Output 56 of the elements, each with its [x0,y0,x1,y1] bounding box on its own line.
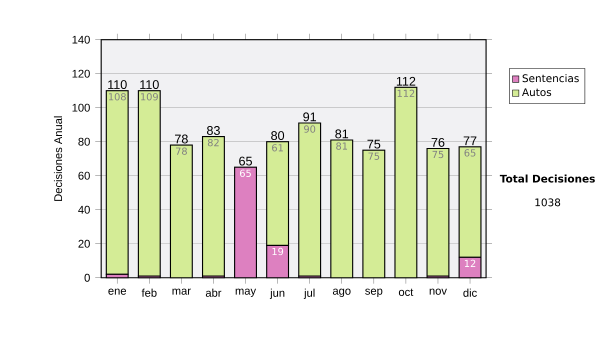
bar [298,122,322,276]
y-tick-label: 100 [72,104,90,112]
data-label: 65 [240,169,251,177]
total-label: 76 [432,138,444,147]
total-label: 91 [303,112,316,122]
y-tick-label: 120 [72,70,90,78]
total-label: 83 [207,126,220,135]
x-tick-label: dic [463,288,477,297]
y-tick-label: 40 [78,206,90,214]
data-label: 90 [304,125,316,133]
y-axis-title: Decisiones Anual [54,116,62,201]
legend-label: Sentencias [522,74,579,82]
x-tick-label: oct [398,288,414,296]
data-label: 61 [272,144,283,152]
total-label: 112 [396,76,416,86]
total-label: 110 [108,80,127,89]
bar [106,90,129,275]
text: Total Decisiones [500,174,595,182]
x-tick-label: may [236,288,256,297]
x-tick-label: jul [304,288,314,299]
x-tick-label: nov [430,288,447,295]
x-tick-label: ago [332,288,351,297]
y-tick-label: 140 [72,36,90,44]
y-tick-label: 20 [78,240,90,248]
data-label: 108 [108,92,126,100]
bar [202,136,225,276]
x-tick-label: ene [108,288,126,295]
bar [426,148,450,276]
data-label: 78 [176,147,187,155]
data-label: 75 [432,150,444,158]
data-label: 65 [464,149,476,156]
total-label: 65 [239,156,252,166]
total-label: 78 [175,134,188,144]
total-label: 75 [367,140,380,148]
data-label: 12 [464,260,476,267]
total-label: 110 [140,80,159,89]
text: 1038 [535,198,560,206]
x-tick-label: abr [206,288,222,297]
legend-label: Autos [522,88,552,96]
data-label: 81 [336,142,348,150]
data-label: 75 [368,152,380,160]
x-tick-label: mar [172,288,191,295]
data-label: 82 [208,138,219,146]
total-label: 77 [464,136,476,146]
data-label: 109 [141,92,158,100]
x-tick-label: sep [365,288,382,297]
y-tick-label: 0 [84,274,90,282]
bar [138,90,161,276]
data-label: 19 [272,248,284,256]
data-label: 112 [398,90,414,97]
total-label: 80 [271,131,284,140]
y-tick-label: 80 [78,138,90,146]
x-tick-label: jun [270,288,284,299]
total-label: 81 [335,129,348,138]
y-tick-label: 60 [78,172,90,180]
x-tick-label: feb [142,288,157,297]
